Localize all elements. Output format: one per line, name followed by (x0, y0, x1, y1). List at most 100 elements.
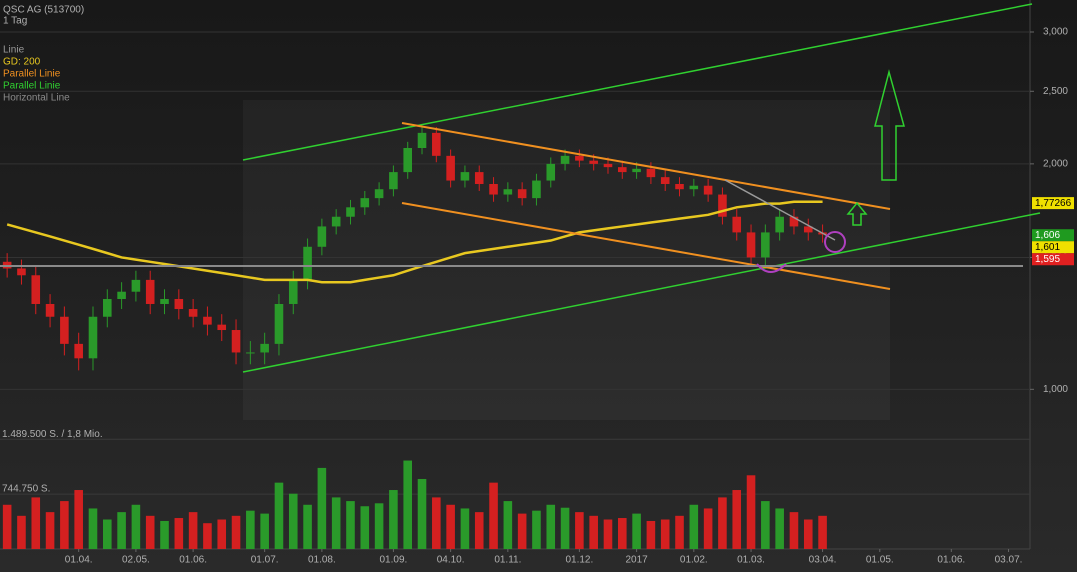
candle-body (74, 343, 83, 359)
parallel-line (242, 212, 1041, 373)
x-tick-label: 01.08. (308, 555, 336, 566)
volume-bar (60, 501, 69, 549)
chart-subtitle: 1 Tag (3, 16, 27, 27)
candle-body (117, 291, 126, 300)
candle-body (503, 189, 513, 195)
candle-body (689, 185, 699, 190)
price-label-box (1032, 253, 1074, 266)
volume-tick-label: 744.750 S. (2, 484, 50, 495)
volume-bar (689, 504, 699, 549)
volume-bar (746, 475, 756, 549)
candle-body (775, 216, 784, 233)
volume-bar (260, 513, 269, 549)
volume-bar (2, 504, 12, 549)
volume-bar (188, 512, 198, 549)
volume-bar (145, 515, 155, 549)
volume-bar (246, 510, 255, 549)
x-tick-label: 04.10. (437, 555, 465, 566)
volume-bar (775, 508, 784, 549)
volume-bar (117, 512, 126, 549)
price-label: 1,595 (1035, 254, 1060, 265)
parallel-line (242, 3, 1033, 161)
candle-body (246, 352, 255, 354)
volume-bar (403, 460, 412, 549)
candle-body (560, 155, 570, 164)
volume-bar (632, 513, 641, 549)
candle-body (460, 172, 470, 181)
x-tick-label: 01.05. (866, 555, 894, 566)
candle-body (303, 246, 312, 280)
volume-bar (474, 512, 484, 549)
y-tick-label: 2,500 (1043, 86, 1068, 97)
candle-body (417, 132, 427, 148)
volume-bar (203, 523, 212, 549)
volume-bar (274, 482, 284, 549)
candle-body (803, 226, 813, 233)
volume-bar (346, 501, 355, 549)
x-tick-label: 01.12. (565, 555, 593, 566)
volume-bar (646, 520, 656, 549)
volume-tick-label: 1.489.500 S. / 1,8 Mio. (2, 429, 103, 440)
candle-body (575, 155, 584, 161)
volume-bar (288, 493, 298, 549)
volume-bar (103, 519, 112, 549)
volume-bar (789, 512, 799, 549)
x-tick-label: 01.07. (251, 555, 279, 566)
price-label-box (1032, 229, 1074, 242)
candle-body (603, 163, 613, 168)
y-tick-label: 1,000 (1043, 384, 1068, 395)
volume-bar (432, 497, 441, 549)
candle-body (432, 132, 441, 156)
volume-bar (446, 504, 455, 549)
moving-average-line (6, 200, 823, 284)
candle-body (260, 343, 269, 353)
candle-body (60, 316, 69, 344)
chart-title: QSC AG (513700) (3, 5, 84, 16)
candle-body (331, 216, 341, 227)
volume-bar (231, 515, 241, 549)
volume-bar (160, 520, 169, 549)
volume-bar (803, 519, 813, 549)
legend-entry: Parallel Linie (3, 81, 61, 92)
up-arrow (846, 201, 868, 226)
volume-bar (45, 512, 55, 549)
candle-body (718, 194, 727, 217)
candle-body (274, 303, 284, 344)
volume-bar (618, 518, 627, 549)
volume-bar (603, 519, 613, 549)
volume-bar (560, 507, 570, 549)
x-tick-label: 01.02. (680, 555, 708, 566)
candle-body (103, 299, 112, 317)
candle-body (203, 316, 212, 325)
up-arrow (874, 69, 905, 181)
volume-bar (489, 482, 498, 549)
volume-bar (389, 490, 398, 549)
candle-body (532, 180, 541, 199)
candle-body (474, 172, 484, 184)
highlight-circle (824, 231, 846, 253)
volume-bar (374, 503, 384, 549)
x-tick-label: 03.04. (809, 555, 837, 566)
candle-body (446, 155, 455, 181)
x-tick-label: 2017 (625, 555, 648, 566)
candle-body (517, 189, 527, 199)
drawings (0, 3, 1041, 373)
price-label-box (1032, 241, 1074, 254)
legend-entry: GD: 200 (3, 57, 41, 68)
x-tick-label: 02.05. (122, 555, 150, 566)
drawing-area (243, 100, 890, 420)
volume-bar (818, 515, 827, 549)
x-tick-label: 03.07. (995, 555, 1023, 566)
parallel-line (401, 122, 891, 210)
candle-body (389, 172, 398, 190)
volume-bar (460, 508, 470, 549)
legend-entry: Linie (3, 45, 25, 56)
y-tick-label: 3,000 (1043, 27, 1068, 38)
price-label: 1,77266 (1035, 198, 1072, 209)
candle-body (317, 226, 327, 247)
volume-bar (575, 512, 584, 549)
candle-body (660, 177, 670, 184)
